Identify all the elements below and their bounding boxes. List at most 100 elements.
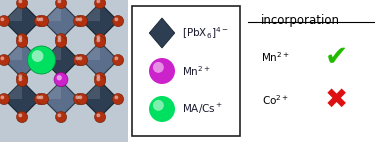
- Circle shape: [76, 15, 87, 27]
- Circle shape: [56, 0, 67, 9]
- Circle shape: [36, 17, 40, 21]
- Polygon shape: [4, 42, 40, 78]
- Text: Mn$^{2+}$: Mn$^{2+}$: [182, 64, 211, 78]
- Circle shape: [76, 93, 87, 105]
- Circle shape: [171, 29, 179, 37]
- Circle shape: [115, 17, 118, 21]
- Polygon shape: [43, 42, 61, 60]
- Circle shape: [94, 73, 105, 83]
- Polygon shape: [43, 3, 61, 21]
- Circle shape: [56, 36, 67, 48]
- Polygon shape: [4, 3, 40, 39]
- Circle shape: [78, 95, 82, 99]
- Bar: [132, 6, 240, 136]
- Circle shape: [17, 36, 28, 48]
- Circle shape: [56, 112, 67, 123]
- Circle shape: [95, 73, 106, 84]
- Circle shape: [57, 113, 61, 117]
- Circle shape: [56, 73, 67, 83]
- Circle shape: [153, 62, 164, 73]
- Text: MA/Cs$^+$: MA/Cs$^+$: [182, 102, 223, 116]
- Circle shape: [149, 58, 175, 84]
- Circle shape: [158, 44, 166, 52]
- Circle shape: [19, 38, 22, 42]
- Circle shape: [0, 55, 9, 65]
- Circle shape: [56, 76, 67, 86]
- Circle shape: [17, 76, 28, 87]
- Circle shape: [17, 37, 28, 48]
- Circle shape: [34, 93, 45, 105]
- Circle shape: [95, 112, 106, 123]
- Circle shape: [115, 56, 118, 60]
- Polygon shape: [82, 3, 118, 39]
- Circle shape: [76, 55, 87, 65]
- Circle shape: [0, 95, 4, 99]
- Circle shape: [57, 0, 61, 3]
- Polygon shape: [4, 3, 22, 21]
- Circle shape: [19, 77, 22, 81]
- Circle shape: [0, 17, 4, 21]
- Circle shape: [73, 93, 85, 105]
- Circle shape: [95, 34, 106, 45]
- Circle shape: [35, 94, 46, 105]
- Circle shape: [37, 93, 48, 105]
- Circle shape: [36, 56, 40, 60]
- Circle shape: [78, 17, 82, 21]
- Circle shape: [96, 35, 100, 39]
- Circle shape: [39, 17, 43, 21]
- Circle shape: [158, 14, 166, 22]
- Polygon shape: [82, 81, 118, 117]
- Circle shape: [94, 0, 105, 9]
- Circle shape: [17, 73, 28, 83]
- Circle shape: [28, 46, 56, 74]
- Text: ✖: ✖: [324, 86, 348, 114]
- Circle shape: [56, 76, 67, 87]
- Circle shape: [77, 94, 88, 105]
- Circle shape: [32, 50, 43, 62]
- Circle shape: [147, 30, 149, 33]
- Circle shape: [95, 0, 106, 9]
- Circle shape: [56, 34, 67, 44]
- Circle shape: [113, 93, 124, 105]
- Circle shape: [96, 38, 100, 42]
- Circle shape: [95, 37, 106, 48]
- Circle shape: [78, 56, 82, 60]
- Circle shape: [39, 95, 43, 99]
- Circle shape: [57, 77, 61, 81]
- Circle shape: [54, 73, 68, 86]
- Circle shape: [37, 55, 48, 65]
- Circle shape: [38, 16, 49, 27]
- Polygon shape: [43, 3, 79, 39]
- Circle shape: [17, 34, 28, 45]
- Circle shape: [57, 74, 61, 78]
- Circle shape: [74, 16, 85, 27]
- Circle shape: [160, 45, 162, 48]
- Polygon shape: [149, 18, 175, 48]
- Circle shape: [95, 76, 106, 87]
- Circle shape: [94, 36, 105, 48]
- Circle shape: [77, 16, 88, 27]
- Circle shape: [77, 55, 88, 66]
- Polygon shape: [82, 3, 100, 21]
- Circle shape: [56, 37, 67, 48]
- Text: Mn$^{2+}$: Mn$^{2+}$: [262, 50, 291, 64]
- Circle shape: [17, 0, 28, 9]
- Circle shape: [113, 15, 124, 27]
- Bar: [0, 0, 128, 142]
- Circle shape: [56, 73, 67, 84]
- Polygon shape: [43, 81, 61, 99]
- Circle shape: [113, 55, 124, 66]
- Text: ✔: ✔: [324, 43, 348, 71]
- Circle shape: [0, 16, 10, 27]
- Circle shape: [96, 77, 100, 81]
- Circle shape: [113, 55, 124, 65]
- Circle shape: [17, 73, 28, 84]
- Circle shape: [38, 94, 49, 105]
- Polygon shape: [4, 42, 22, 60]
- Circle shape: [115, 95, 118, 99]
- Circle shape: [17, 76, 28, 86]
- Polygon shape: [43, 81, 79, 117]
- Circle shape: [17, 0, 28, 9]
- Circle shape: [0, 56, 4, 60]
- Circle shape: [145, 29, 153, 37]
